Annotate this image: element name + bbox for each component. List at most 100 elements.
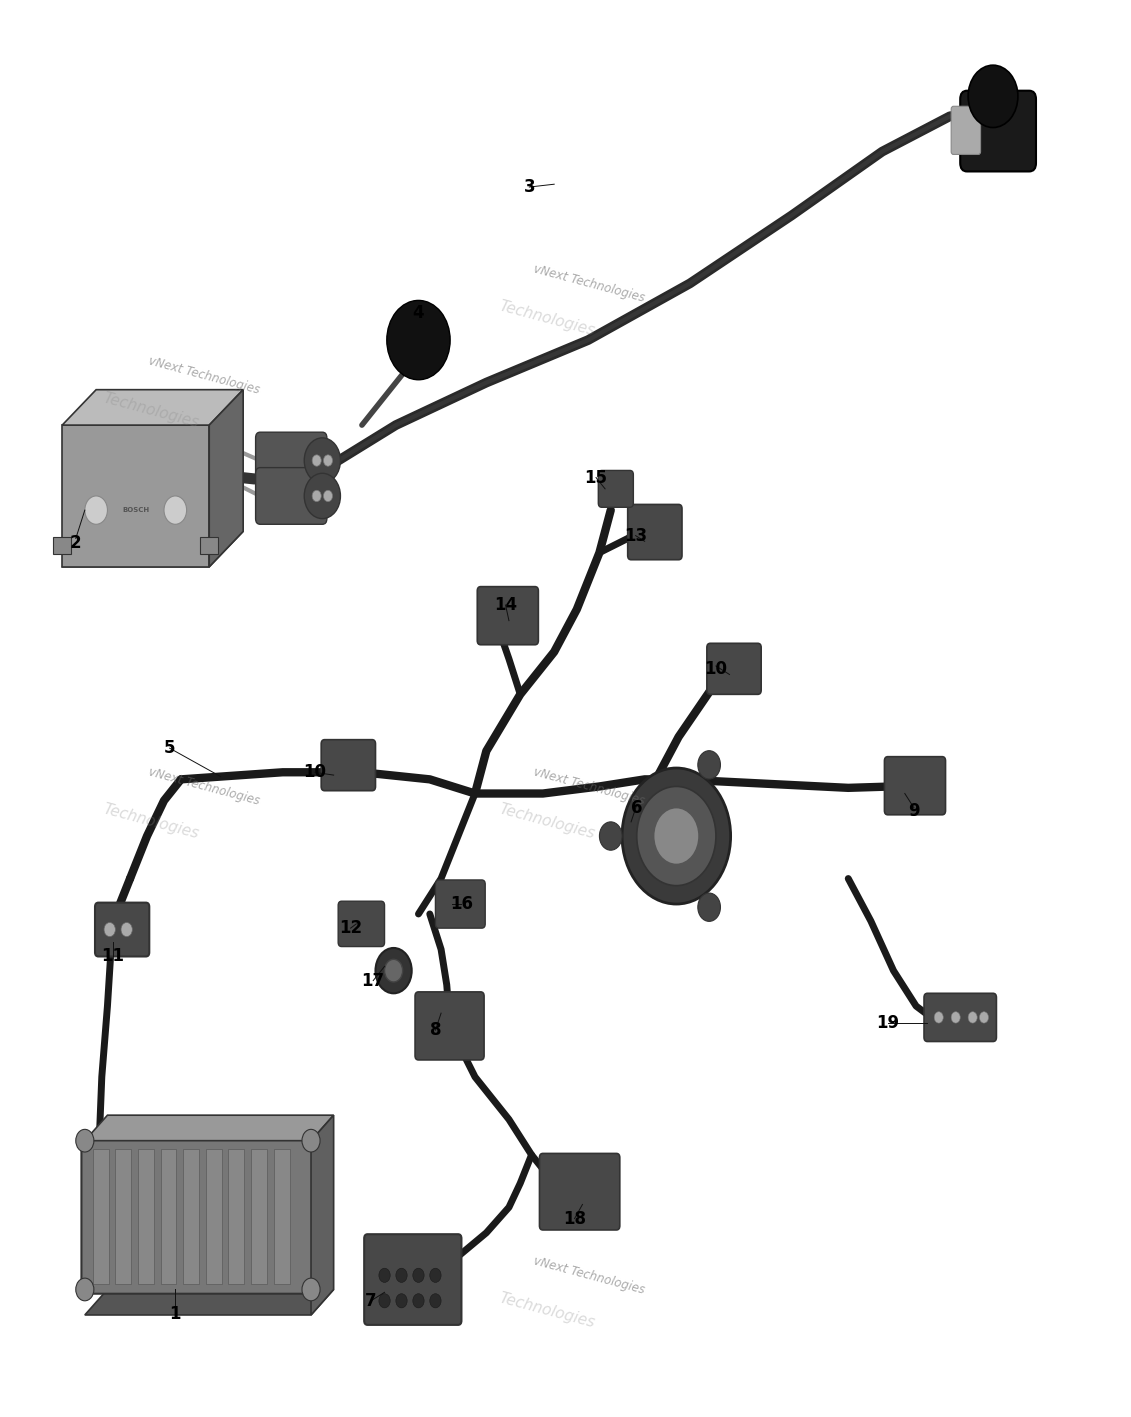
- Polygon shape: [62, 531, 243, 567]
- Circle shape: [312, 455, 321, 466]
- Circle shape: [413, 1294, 424, 1308]
- Polygon shape: [62, 425, 209, 567]
- Circle shape: [76, 1129, 94, 1152]
- Bar: [93, 1149, 109, 1284]
- FancyBboxPatch shape: [884, 757, 946, 815]
- Text: 14: 14: [494, 597, 517, 614]
- FancyBboxPatch shape: [539, 1153, 620, 1230]
- FancyBboxPatch shape: [256, 432, 327, 489]
- Polygon shape: [85, 1289, 334, 1315]
- FancyBboxPatch shape: [81, 1136, 314, 1294]
- Circle shape: [323, 455, 333, 466]
- Bar: [228, 1149, 244, 1284]
- Text: vNext Technologies: vNext Technologies: [147, 765, 261, 808]
- Circle shape: [379, 1294, 390, 1308]
- FancyBboxPatch shape: [415, 992, 484, 1060]
- Circle shape: [968, 65, 1018, 128]
- Bar: [274, 1149, 290, 1284]
- Circle shape: [698, 751, 720, 779]
- Text: 5: 5: [164, 740, 175, 757]
- Bar: [53, 537, 71, 554]
- Bar: [161, 1149, 176, 1284]
- Circle shape: [698, 893, 720, 921]
- Circle shape: [304, 473, 340, 519]
- Text: 15: 15: [585, 469, 607, 486]
- Circle shape: [85, 496, 107, 524]
- Text: 13: 13: [624, 527, 647, 544]
- Text: 4: 4: [413, 305, 424, 322]
- Circle shape: [396, 1294, 407, 1308]
- Text: 19: 19: [877, 1015, 899, 1032]
- Text: 8: 8: [430, 1022, 441, 1039]
- FancyBboxPatch shape: [364, 1234, 461, 1325]
- Text: 10: 10: [705, 660, 727, 677]
- Text: 10: 10: [303, 764, 326, 781]
- Circle shape: [599, 822, 622, 850]
- Circle shape: [637, 786, 716, 886]
- Bar: [183, 1149, 199, 1284]
- FancyBboxPatch shape: [924, 993, 996, 1041]
- FancyBboxPatch shape: [960, 91, 1036, 171]
- FancyBboxPatch shape: [95, 903, 149, 956]
- Circle shape: [375, 948, 412, 993]
- FancyBboxPatch shape: [321, 740, 375, 791]
- Circle shape: [76, 1278, 94, 1301]
- Text: vNext Technologies: vNext Technologies: [532, 262, 646, 305]
- Bar: [251, 1149, 267, 1284]
- FancyBboxPatch shape: [598, 470, 633, 507]
- Text: Technologies: Technologies: [498, 299, 597, 339]
- Text: 9: 9: [908, 802, 920, 819]
- Text: vNext Technologies: vNext Technologies: [532, 765, 646, 808]
- Text: vNext Technologies: vNext Technologies: [532, 1254, 646, 1297]
- Circle shape: [654, 808, 699, 864]
- Circle shape: [430, 1294, 441, 1308]
- Circle shape: [396, 1268, 407, 1282]
- Text: 7: 7: [365, 1292, 377, 1309]
- Circle shape: [323, 490, 333, 502]
- Circle shape: [379, 1268, 390, 1282]
- FancyBboxPatch shape: [338, 901, 385, 947]
- Circle shape: [312, 490, 321, 502]
- Circle shape: [934, 1012, 943, 1023]
- Circle shape: [302, 1278, 320, 1301]
- Text: Technologies: Technologies: [498, 802, 597, 842]
- Polygon shape: [85, 1115, 334, 1141]
- Circle shape: [121, 922, 132, 937]
- Bar: [200, 537, 218, 554]
- Circle shape: [385, 959, 403, 982]
- Circle shape: [104, 922, 115, 937]
- Circle shape: [622, 768, 731, 904]
- FancyBboxPatch shape: [628, 504, 682, 560]
- Text: vNext Technologies: vNext Technologies: [147, 354, 261, 397]
- Circle shape: [968, 1012, 977, 1023]
- Circle shape: [979, 1012, 988, 1023]
- Text: Technologies: Technologies: [102, 391, 201, 431]
- Circle shape: [951, 1012, 960, 1023]
- Bar: [206, 1149, 222, 1284]
- Bar: [138, 1149, 154, 1284]
- Text: 2: 2: [70, 534, 81, 551]
- FancyBboxPatch shape: [435, 880, 485, 928]
- Ellipse shape: [400, 346, 437, 377]
- Polygon shape: [311, 1115, 334, 1315]
- Text: Technologies: Technologies: [102, 802, 201, 842]
- FancyBboxPatch shape: [477, 587, 538, 645]
- Text: 1: 1: [170, 1305, 181, 1322]
- FancyBboxPatch shape: [707, 643, 761, 694]
- Circle shape: [387, 300, 450, 380]
- FancyBboxPatch shape: [951, 106, 981, 154]
- Circle shape: [304, 438, 340, 483]
- Text: 6: 6: [631, 799, 642, 816]
- FancyBboxPatch shape: [256, 468, 327, 524]
- Circle shape: [164, 496, 187, 524]
- Polygon shape: [62, 390, 243, 425]
- Text: 3: 3: [524, 179, 535, 196]
- Bar: [115, 1149, 131, 1284]
- Circle shape: [430, 1268, 441, 1282]
- Text: 12: 12: [339, 920, 362, 937]
- Text: 17: 17: [362, 972, 385, 989]
- Circle shape: [413, 1268, 424, 1282]
- Text: 18: 18: [563, 1210, 586, 1227]
- Text: 16: 16: [450, 896, 473, 913]
- Text: BOSCH: BOSCH: [122, 507, 149, 513]
